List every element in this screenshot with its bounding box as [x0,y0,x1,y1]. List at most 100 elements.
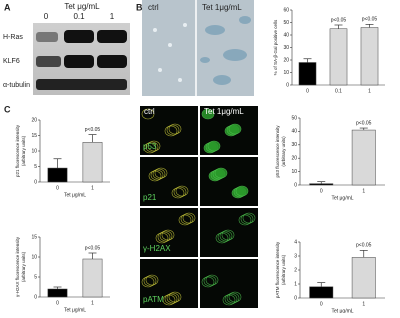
cell [242,212,256,224]
image-row-label: pATM [143,295,164,304]
cell [228,291,242,303]
x-tick-label: 0 [56,185,59,191]
bar [360,27,379,86]
y-axis-label: p21 fluorescence intensity [15,124,20,177]
x-tick-label: 1 [362,188,365,194]
cell [150,169,164,181]
blot-header: Tet μg/mL [64,2,100,11]
y-axis-label: % of SA-β-Gal positive cells [273,19,278,75]
y-tick-label: 0 [34,179,37,185]
cell [221,229,235,241]
lane-label: 0 [44,12,49,21]
micrograph [200,157,258,206]
cell [143,275,157,287]
annotation: p<0.05 [85,245,101,251]
cell [168,291,182,303]
cell [175,185,189,197]
y-tick-label: 0 [34,294,37,300]
y-tick-label: 40 [291,129,297,135]
y-tick-label: 50 [291,115,297,121]
y-tick-label: 15 [31,133,37,139]
band [64,55,94,68]
x-axis-label: Tet μg/mL [331,195,353,201]
y-tick-label: 10 [291,169,297,175]
cell [173,186,187,198]
lane-label: 1 [110,12,115,21]
image-row-label: p21 [143,193,157,202]
bar [82,258,103,298]
x-tick-label: 0 [56,300,59,306]
x-tick-label: 1 [91,300,94,306]
image-header: Tet 1μg/mL [204,107,244,116]
image-header: ctrl [144,107,155,116]
cell [143,142,157,154]
cell [159,230,173,242]
cell [152,168,166,180]
cell [161,229,175,241]
image-header: ctrl [148,3,159,12]
band [36,79,127,90]
x-tick-label: 1 [362,301,365,307]
y-axis-label: p53 fluorescence intensity [275,125,280,178]
cell [147,140,161,152]
y-tick-label: 4 [294,239,297,245]
y-tick-label: 0 [286,82,289,88]
cell [222,294,236,306]
y-axis-label: pATM fluorescence intensity [275,241,280,298]
cell [226,292,240,304]
y-tick-label: 40 [283,32,289,38]
annotation: p<0.05 [85,127,101,133]
cell [182,212,196,224]
cell [228,123,242,135]
y-axis-label: (arbitrary units) [281,254,286,285]
cell [162,294,176,306]
x-axis-label: Tet μg/mL [331,308,353,313]
row-label: KLF6 [3,58,20,65]
row-label: H-Ras [3,34,23,41]
cell [214,167,228,179]
x-tick-label: 0 [320,301,323,307]
y-axis-label: (arbitrary units) [281,136,286,167]
bar [351,129,376,186]
x-tick-label: 1 [91,185,94,191]
band [97,30,127,43]
y-axis-label: γ-H2AX fluorescence intensity [15,236,20,297]
bar [309,183,334,186]
band [36,56,61,67]
x-axis-label: Tet μg/mL [64,192,86,198]
cell [240,213,254,225]
image-header: Tet 1μg/mL [202,3,242,12]
cell [217,231,231,243]
cell [207,140,221,152]
cell [180,213,194,225]
row-label: α-tubulin [3,82,30,89]
panel-label: B [136,2,143,12]
micrograph [200,259,258,308]
band [64,30,94,43]
y-tick-label: 15 [31,234,37,240]
x-tick-label: 0 [320,188,323,194]
annotation: p<0.05 [356,243,372,249]
x-tick-label: 0.1 [335,88,342,94]
cells [153,23,187,82]
cell [171,187,185,199]
cell [178,214,192,226]
y-tick-label: 10 [31,254,37,260]
cell [201,108,215,120]
y-tick-label: 20 [283,57,289,63]
cell [141,276,155,288]
cell [166,292,180,304]
bar [329,28,348,86]
cell [164,125,178,137]
y-tick-label: 50 [283,20,289,26]
cell [235,185,249,197]
image-row-label: p53 [143,142,157,151]
cell [141,108,155,120]
micrograph [140,157,198,206]
micrograph [140,259,198,308]
cell [215,232,229,244]
micrograph [142,0,254,96]
y-axis-label: (arbitrary units) [21,251,26,282]
cells [200,16,251,85]
